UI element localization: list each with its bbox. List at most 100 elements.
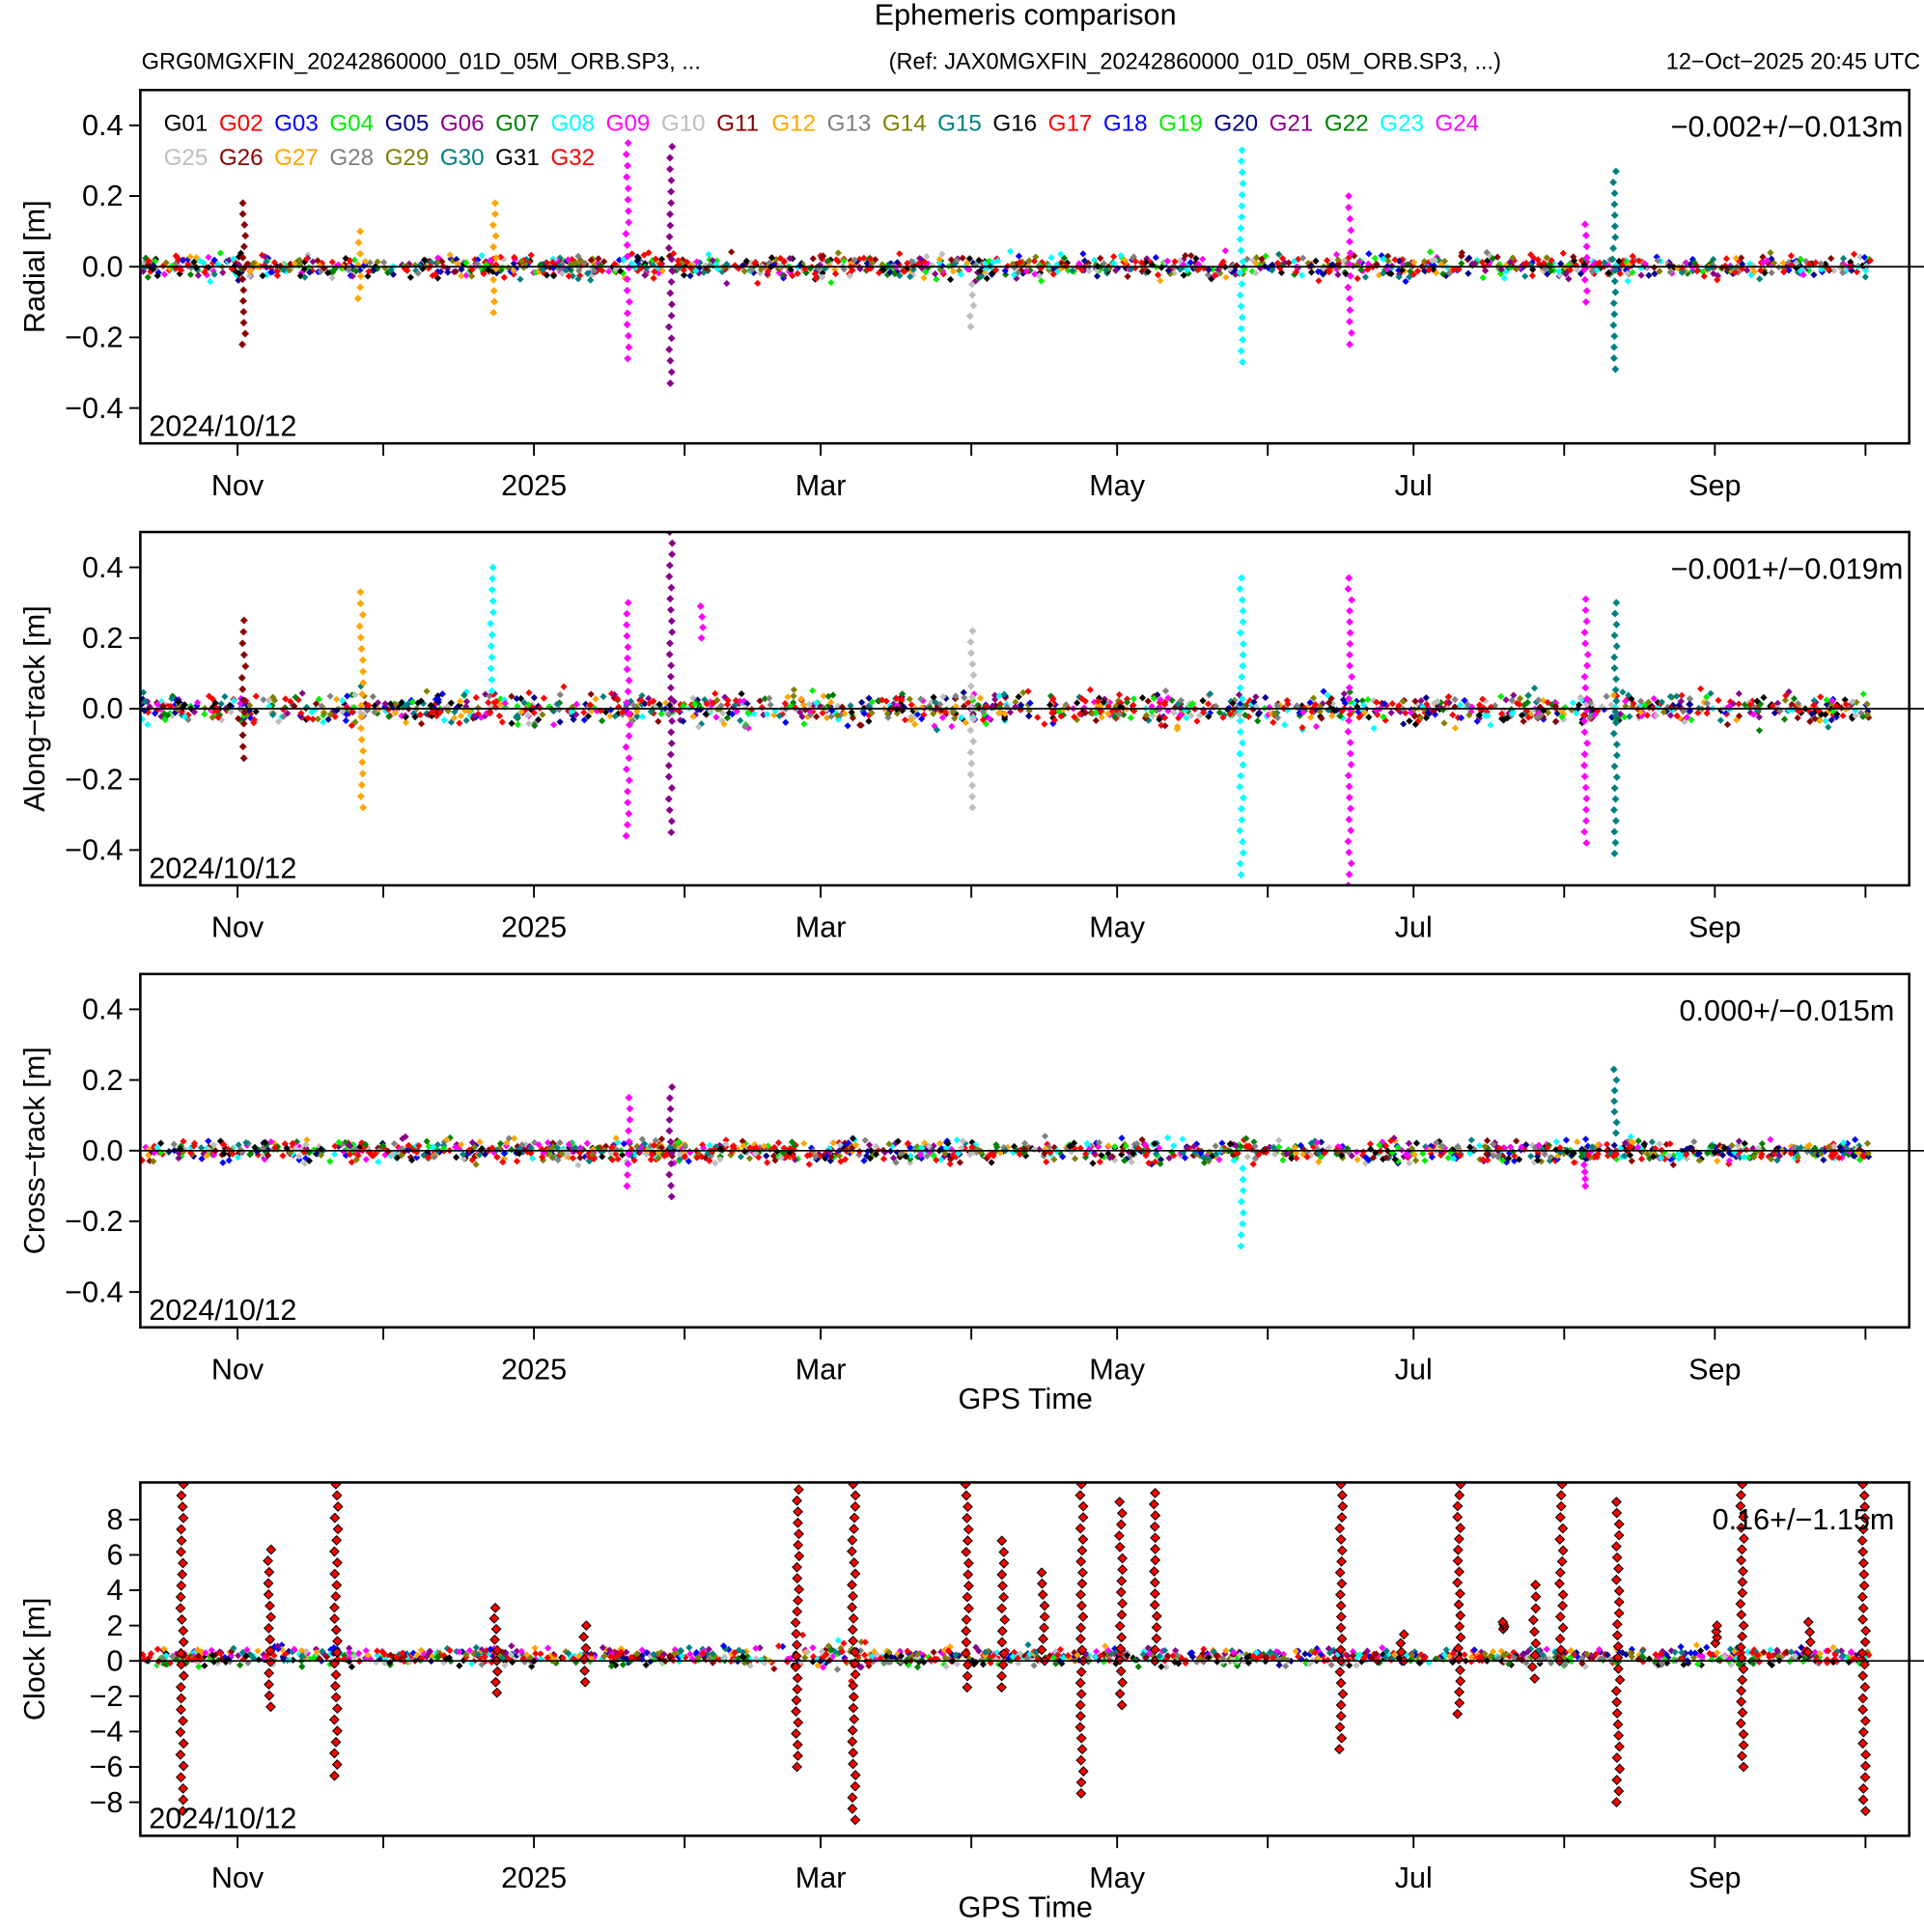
point-G03 bbox=[782, 718, 790, 726]
spike-point bbox=[1610, 343, 1618, 351]
point-G20 bbox=[1025, 712, 1033, 720]
spike-point bbox=[1610, 1107, 1619, 1116]
point-G32 bbox=[711, 689, 719, 697]
point-G29 bbox=[474, 704, 482, 712]
point-G32 bbox=[1700, 272, 1708, 280]
spike-point bbox=[1581, 639, 1590, 648]
spike-point bbox=[624, 787, 632, 796]
point-G31 bbox=[1650, 1153, 1658, 1161]
spike-point bbox=[625, 809, 633, 818]
spike-point bbox=[1583, 650, 1592, 658]
point-G17 bbox=[1603, 1140, 1611, 1148]
point-G13 bbox=[1299, 254, 1307, 262]
point-G30 bbox=[562, 266, 571, 274]
spike-point bbox=[1236, 782, 1244, 791]
point-G20 bbox=[1686, 700, 1693, 709]
point-G03 bbox=[1079, 250, 1087, 258]
point-G32 bbox=[1311, 701, 1320, 709]
point-G31 bbox=[1518, 712, 1526, 719]
point-G21 bbox=[262, 253, 269, 261]
point-G31 bbox=[1570, 1150, 1577, 1158]
spike-point bbox=[966, 682, 975, 690]
chart-title: Ephemeris comparison bbox=[875, 0, 1177, 32]
point-G19 bbox=[1148, 708, 1156, 715]
point-G17 bbox=[1853, 268, 1861, 276]
spike-point bbox=[968, 291, 977, 299]
point-G32 bbox=[270, 259, 278, 266]
point-G15 bbox=[210, 270, 218, 278]
point-G31 bbox=[485, 266, 492, 274]
spike-point bbox=[969, 301, 978, 310]
point-G17 bbox=[1479, 695, 1487, 703]
point-G17 bbox=[328, 258, 336, 266]
point-G25 bbox=[1576, 693, 1584, 701]
spike-point bbox=[239, 286, 248, 294]
point-G21 bbox=[219, 268, 227, 277]
point-G25 bbox=[328, 274, 336, 282]
point-G21 bbox=[1637, 271, 1645, 279]
spike-point bbox=[238, 199, 247, 208]
point-G29 bbox=[1310, 694, 1318, 702]
point-G27 bbox=[1426, 1146, 1434, 1154]
x-tick-label: 2025 bbox=[501, 911, 567, 944]
point-G08 bbox=[706, 1141, 713, 1149]
spike-point bbox=[1346, 340, 1354, 349]
spike-point bbox=[1610, 189, 1619, 198]
point-G32 bbox=[1450, 266, 1458, 274]
spike-point bbox=[488, 563, 497, 572]
point-G03 bbox=[779, 1642, 787, 1650]
spike-point bbox=[489, 608, 497, 617]
spike-point bbox=[1610, 1097, 1619, 1106]
point-G32 bbox=[468, 266, 476, 273]
point-G20 bbox=[556, 718, 564, 726]
spike-point bbox=[1345, 716, 1353, 725]
point-G32 bbox=[145, 257, 153, 265]
point-G19 bbox=[1371, 254, 1380, 263]
point-G03 bbox=[1470, 1646, 1478, 1654]
x-tick-label: Sep bbox=[1688, 911, 1741, 944]
point-G07 bbox=[1780, 715, 1789, 723]
point-G28 bbox=[1768, 268, 1775, 277]
spike-point bbox=[1236, 235, 1244, 243]
spike-point bbox=[1236, 291, 1244, 299]
spike-point bbox=[238, 742, 247, 751]
point-G11 bbox=[417, 719, 426, 728]
point-G08 bbox=[144, 720, 152, 729]
spike-point bbox=[665, 650, 674, 658]
spike-point bbox=[487, 642, 495, 651]
spike-point bbox=[1580, 761, 1589, 770]
x-tick-label: Nov bbox=[211, 911, 265, 944]
point-G30 bbox=[1839, 255, 1848, 263]
point-G20 bbox=[513, 694, 520, 703]
point-G17 bbox=[1041, 720, 1048, 728]
point-G32 bbox=[1355, 714, 1363, 721]
point-G32 bbox=[1771, 1150, 1778, 1158]
spike-point bbox=[668, 784, 676, 792]
point-G29 bbox=[249, 260, 258, 267]
point-G21 bbox=[1729, 700, 1737, 708]
point-G02 bbox=[1527, 251, 1535, 259]
spike-point bbox=[488, 221, 497, 230]
spike-point bbox=[239, 651, 248, 659]
point-G29 bbox=[833, 712, 842, 719]
point-G29 bbox=[1645, 698, 1653, 707]
point-G17 bbox=[901, 716, 909, 724]
point-G32 bbox=[177, 266, 185, 274]
point-G03 bbox=[844, 722, 851, 730]
spike-point bbox=[1582, 817, 1591, 826]
point-G27 bbox=[829, 1139, 837, 1147]
point-G08 bbox=[1456, 701, 1464, 709]
point-G19 bbox=[1498, 1157, 1507, 1164]
point-G15 bbox=[1521, 272, 1529, 280]
point-G29 bbox=[1270, 710, 1279, 717]
spike-point bbox=[488, 676, 496, 685]
point-G28 bbox=[1703, 699, 1711, 708]
spike-point bbox=[667, 1192, 676, 1201]
point-G30 bbox=[1626, 713, 1633, 720]
point-G29 bbox=[1417, 714, 1425, 722]
point-G06 bbox=[932, 270, 939, 278]
point-G19 bbox=[809, 686, 817, 694]
spike-point bbox=[1238, 313, 1246, 322]
point-G10 bbox=[1243, 1153, 1252, 1161]
point-G03 bbox=[1703, 1643, 1711, 1651]
